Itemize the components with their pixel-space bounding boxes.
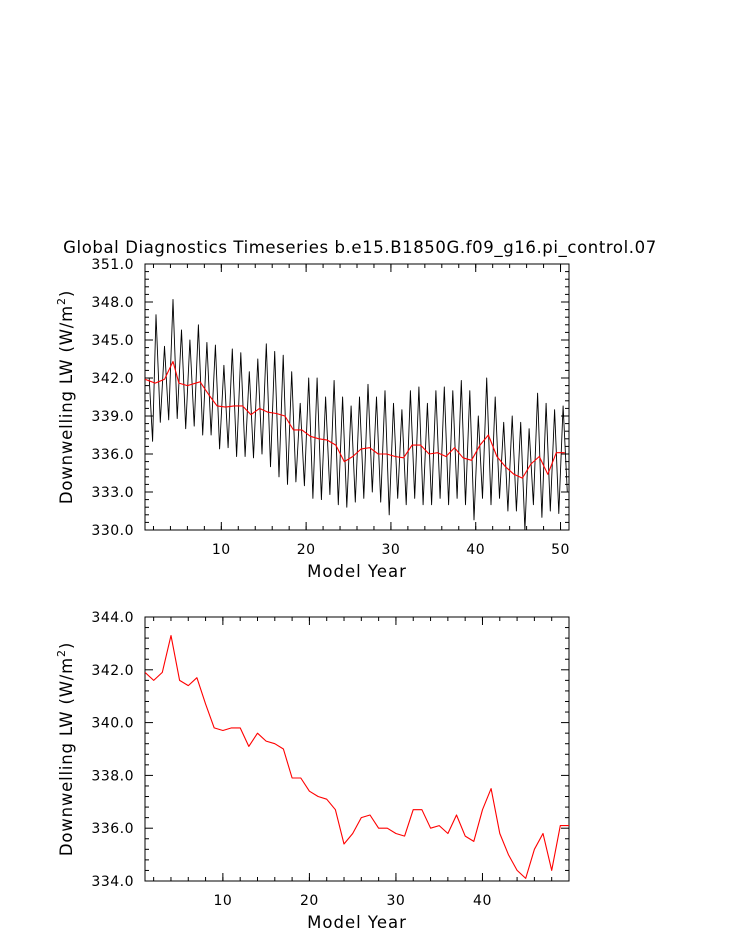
x-tick-label: 40 [473, 893, 492, 909]
x-tick-label: 20 [300, 893, 319, 909]
x-tick-label: 10 [212, 542, 231, 558]
y-tick-label: 344.0 [91, 610, 134, 626]
y-tick-label: 351.0 [91, 257, 134, 273]
x-axis-label: Model Year [307, 562, 407, 581]
y-tick-label: 336.0 [91, 821, 134, 837]
x-tick-label: 10 [213, 893, 232, 909]
chart-top: 330.0 333.0 336.0 339.0 342.0 345.0 348.0 351.0… [55, 257, 570, 581]
x-axis-label: Model Year [307, 913, 407, 932]
x-tick-label: 50 [551, 542, 570, 558]
x-tick-label: 30 [382, 542, 401, 558]
y-tick-label: 333.0 [91, 485, 134, 501]
y-axis-label-text: Downwelling LW (W/m [57, 305, 76, 504]
y-axis-label: Downwelling LW (W/m2) [55, 290, 76, 504]
plot-frame [144, 616, 570, 882]
y-tick-label: 330.0 [91, 523, 134, 539]
y-tick-label: 348.0 [91, 295, 134, 311]
y-tick-label: 345.0 [91, 333, 134, 349]
chart-title: Global Diagnostics Timeseries b.e15.B185… [63, 238, 657, 258]
y-tick-label: 339.0 [91, 409, 134, 425]
series-line-annual-mean [145, 634, 569, 879]
y-axis-label-sup: 2 [55, 649, 68, 657]
y-tick-label: 342.0 [91, 663, 134, 679]
y-tick-label: 342.0 [91, 371, 134, 387]
y-axis-label-close: ) [57, 290, 76, 297]
y-axis-label-close: ) [57, 642, 76, 649]
series-line-annual-mean [145, 360, 565, 479]
y-tick-label: 338.0 [91, 768, 134, 784]
plot-frame [144, 263, 570, 531]
x-tick-label: 40 [466, 542, 485, 558]
y-axis-label: Downwelling LW (W/m2) [55, 642, 76, 856]
y-tick-label: 336.0 [91, 447, 134, 463]
y-tick-label: 340.0 [91, 716, 134, 732]
y-axis-label-text: Downwelling LW (W/m [57, 657, 76, 856]
series-line-monthly [148, 299, 568, 530]
y-tick-label: 334.0 [91, 874, 134, 890]
x-tick-label: 30 [387, 893, 406, 909]
x-tick-label: 20 [297, 542, 316, 558]
chart-bottom: 334.0 336.0 338.0 340.0 342.0 344.0 10 20 30 40 Mo… [55, 610, 570, 932]
y-axis-label-sup: 2 [55, 297, 68, 305]
